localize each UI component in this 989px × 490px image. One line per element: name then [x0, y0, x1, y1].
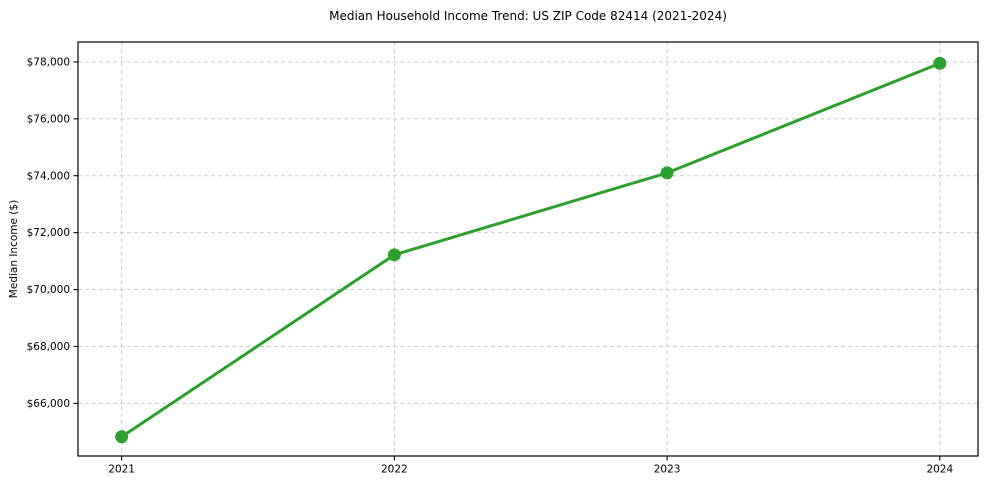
y-tick-label: $68,000	[27, 341, 70, 353]
y-tick-label: $74,000	[27, 170, 70, 182]
data-point-marker	[660, 166, 674, 180]
data-point-marker	[115, 430, 129, 444]
plot-border	[77, 41, 979, 457]
chart-title: Median Household Income Trend: US ZIP Co…	[329, 9, 727, 23]
x-tick-label: 2021	[108, 464, 135, 476]
data-point-marker	[933, 56, 947, 70]
y-tick-label: $78,000	[27, 57, 70, 69]
trend-line	[120, 61, 942, 439]
x-tick-label: 2024	[926, 464, 953, 476]
y-tick-label: $66,000	[27, 398, 70, 410]
y-tick-label: $70,000	[27, 284, 70, 296]
x-tick-label: 2023	[654, 464, 681, 476]
x-tick-label: 2022	[381, 464, 408, 476]
y-tick-label: $76,000	[27, 113, 70, 125]
y-tick-label: $72,000	[27, 227, 70, 239]
data-point-marker	[387, 248, 401, 262]
